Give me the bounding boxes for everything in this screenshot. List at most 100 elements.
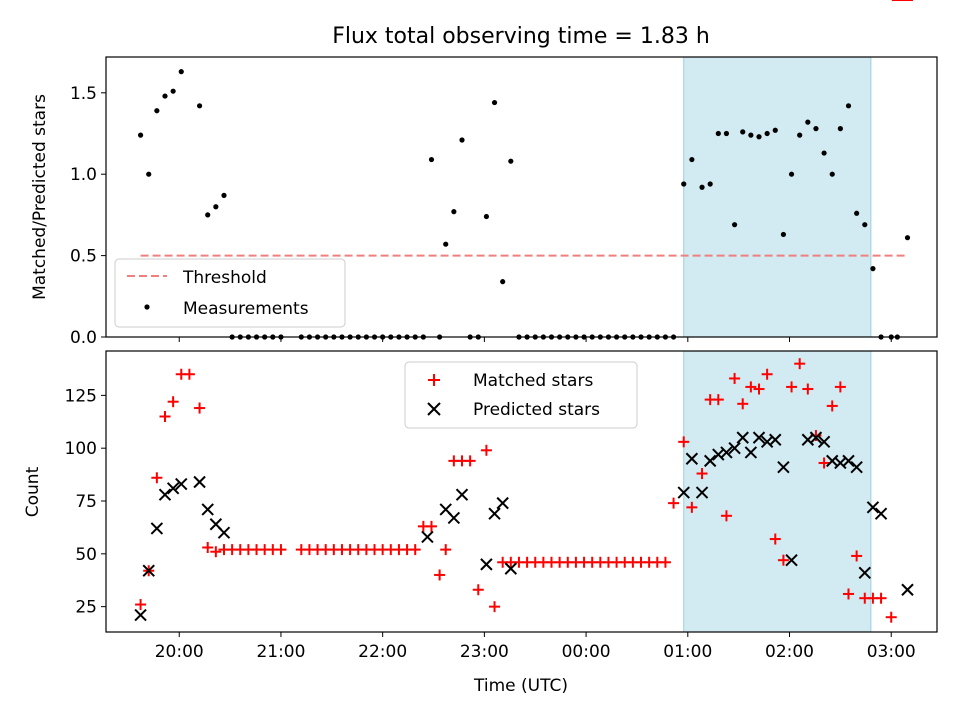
legend-measurements-label: Measurements (183, 299, 309, 319)
measurement-point (772, 127, 778, 133)
top-plot-frame (105, 56, 938, 338)
bottom-x-axis: 20:00 21:00 22:00 23:00 00:00 01:00 02:00 03:00 (155, 632, 916, 662)
measurement-point (146, 171, 152, 177)
matched-star-marker (794, 358, 806, 370)
measurement-point (681, 181, 687, 187)
predicted-star-marker (785, 553, 798, 567)
x-tick-label: 02:00 (765, 642, 814, 662)
measurement-point (837, 126, 843, 132)
legend-matched-label: Matched stars (473, 371, 593, 391)
top-y-axis: 0.0 0.5 1.0 1.5 (70, 84, 106, 348)
predicted-star-marker (175, 477, 188, 491)
measurement-point (162, 93, 168, 99)
bottom-panel: 20:00 21:00 22:00 23:00 00:00 01:00 02:00 03:00… (23, 0, 938, 696)
measurement-point (797, 132, 803, 138)
predicted-star-marker (685, 452, 699, 465)
measurement-point (699, 184, 705, 190)
predicted-stars-points (134, 431, 914, 622)
measurement-point (845, 103, 852, 109)
predicted-star-marker (866, 501, 880, 514)
measurement-point (723, 130, 730, 137)
measurement-point (689, 156, 695, 163)
matched-star-marker (720, 510, 732, 522)
predicted-star-marker (480, 558, 493, 571)
matched-star-marker (135, 599, 147, 611)
measurement-point (788, 171, 795, 177)
matched-star-marker (409, 544, 421, 556)
matched-star-marker (480, 444, 492, 456)
bottom-legend: Matched stars Predicted stars (404, 361, 638, 429)
matched-star-marker (167, 396, 179, 408)
measurement-point (221, 192, 227, 198)
predicted-star-marker (134, 608, 147, 622)
matched-star-marker (659, 556, 671, 568)
measurement-point (829, 171, 835, 177)
measurement-point (213, 204, 219, 210)
predicted-star-marker (166, 482, 180, 495)
measurement-point (715, 130, 721, 137)
predicted-star-marker (842, 454, 855, 468)
bottom-y-axis: 25 50 75 100 125 (65, 386, 106, 618)
matched-star-marker (777, 554, 789, 566)
bottom-y-tick-label: 25 (75, 598, 97, 618)
bottom-plot-frame (105, 350, 938, 633)
matched-star-marker (875, 592, 887, 604)
top-legend: Threshold Measurements (114, 258, 346, 328)
legend-measurements-swatch (144, 304, 150, 310)
legend-matched-swatch (428, 374, 440, 386)
matched-star-marker (434, 569, 446, 581)
predicted-star-marker (150, 522, 164, 535)
predicted-star-marker (703, 454, 717, 468)
top-y-tick-label: 1.0 (70, 165, 97, 185)
measurement-point (178, 69, 184, 75)
matched-star-marker (712, 394, 724, 406)
measurement-point (862, 222, 868, 228)
matched-star-marker (275, 544, 287, 556)
predicted-star-marker (858, 566, 871, 580)
measurement-point (813, 126, 819, 132)
matched-star-marker (183, 368, 195, 380)
matched-star-marker (737, 398, 749, 410)
predicted-star-marker (901, 583, 914, 596)
bottom-y-tick-label: 75 (75, 492, 97, 512)
predicted-star-marker (217, 526, 231, 539)
x-tick-label: 03:00 (867, 642, 916, 662)
legend-predicted-label: Predicted stars (473, 400, 600, 420)
chart-title: Flux total observing time = 1.83 h (332, 24, 710, 49)
measurement-point (500, 279, 506, 285)
measurement-point (508, 158, 514, 164)
predicted-star-marker (809, 431, 823, 444)
predicted-star-marker (677, 486, 690, 499)
measurement-point (483, 213, 490, 220)
predicted-star-marker (736, 431, 749, 444)
measurement-point (780, 231, 787, 238)
matched-star-marker (818, 457, 830, 469)
predicted-star-marker (777, 460, 790, 474)
top-panel: 0.0 0.5 1.0 1.5 Matched/Predicted stars Thr… (30, 56, 938, 348)
matched-star-marker (425, 520, 437, 532)
x-tick-label: 20:00 (155, 642, 204, 662)
measurement-point (904, 235, 911, 241)
matched-star-marker (745, 381, 757, 393)
measurement-point (854, 210, 860, 216)
predicted-star-marker (874, 507, 888, 520)
bottom-highlight-span (683, 350, 872, 633)
matched-star-marker (834, 381, 846, 393)
matched-star-marker (194, 402, 206, 414)
bottom-legend-box (404, 361, 638, 429)
matched-star-marker (210, 546, 222, 558)
matched-star-marker (489, 601, 501, 613)
x-axis-label: Time (UTC) (473, 676, 568, 696)
matched-star-marker (753, 383, 765, 395)
matched-star-marker (472, 584, 484, 596)
matched-star-marker (802, 383, 814, 395)
matched-star-marker (159, 410, 171, 422)
legend-predicted-swatch (427, 402, 441, 416)
matched-star-marker (202, 541, 214, 553)
matched-star-marker (729, 372, 741, 384)
measurement-point (170, 88, 176, 94)
measurement-point (731, 222, 738, 228)
x-tick-label: 00:00 (562, 642, 611, 662)
bottom-y-axis-label: Count (23, 466, 43, 517)
legend-threshold-label: Threshold (182, 268, 267, 288)
